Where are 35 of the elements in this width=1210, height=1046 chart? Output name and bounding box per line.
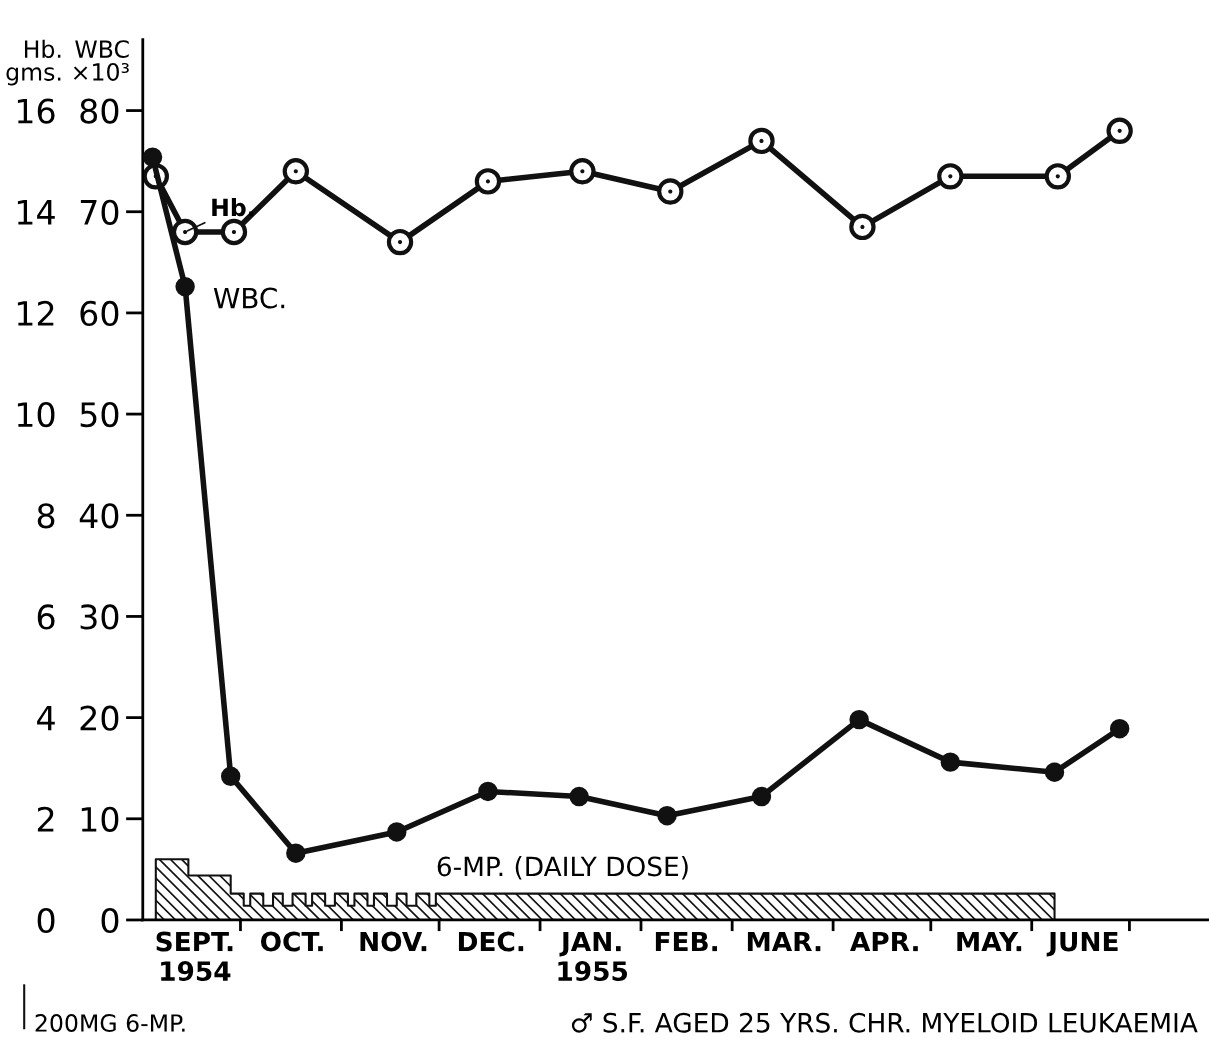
- x-tick-label: SEPT. 1954: [156, 931, 233, 982]
- x-tick-label: OCT.: [260, 931, 323, 952]
- x-tick-label: APR.: [850, 931, 918, 952]
- y-tick-label: 70: [80, 199, 119, 225]
- y-tick-label: 60: [80, 300, 119, 327]
- y2-tick-label: 4: [37, 705, 55, 731]
- y2-axis-title: Hb. gms.: [6, 39, 61, 86]
- x-tick-label: DEC.: [458, 931, 524, 952]
- x-tick-label: FEB.: [655, 931, 717, 952]
- y2-tick-label: 16: [17, 98, 55, 124]
- y2-tick-label: 10: [17, 402, 55, 428]
- x-tick-label: JAN. 1955: [558, 931, 628, 982]
- y-tick-label: 40: [79, 503, 119, 529]
- y2-tick-label: 12: [17, 300, 54, 326]
- y-tick-label: 30: [80, 604, 119, 630]
- x-tick-label: MAY.: [957, 931, 1022, 952]
- series-label: 6-MP. (DAILY DOSE): [437, 856, 688, 880]
- y-tick-label: 50: [80, 402, 119, 428]
- y-tick-label: 20: [80, 705, 119, 731]
- y-tick-label: 0: [101, 907, 119, 934]
- y2-tick-label: 2: [37, 806, 54, 832]
- y2-tick-label: 14: [17, 200, 55, 225]
- series-label: Hb.: [212, 198, 254, 217]
- series-label: WBC.: [213, 287, 285, 309]
- text: ♂ S.F. AGED 25 YRS. CHR. MYELOID LEUKAEMIA: [571, 1012, 1198, 1033]
- y2-tick-label: 0: [37, 907, 55, 934]
- y2-tick-label: 8: [37, 503, 55, 529]
- y2-tick-label: 6: [37, 604, 55, 630]
- y-tick-label: 80: [80, 98, 119, 124]
- x-tick-label: MAR.: [747, 931, 821, 952]
- x-tick-label: JUNE: [1046, 931, 1118, 957]
- y-axis-title: WBC ×10³: [73, 40, 129, 81]
- x-tick-label: NOV.: [360, 931, 427, 952]
- text: 200MG 6-MP.: [35, 1014, 185, 1032]
- y-tick-label: 10: [81, 806, 119, 832]
